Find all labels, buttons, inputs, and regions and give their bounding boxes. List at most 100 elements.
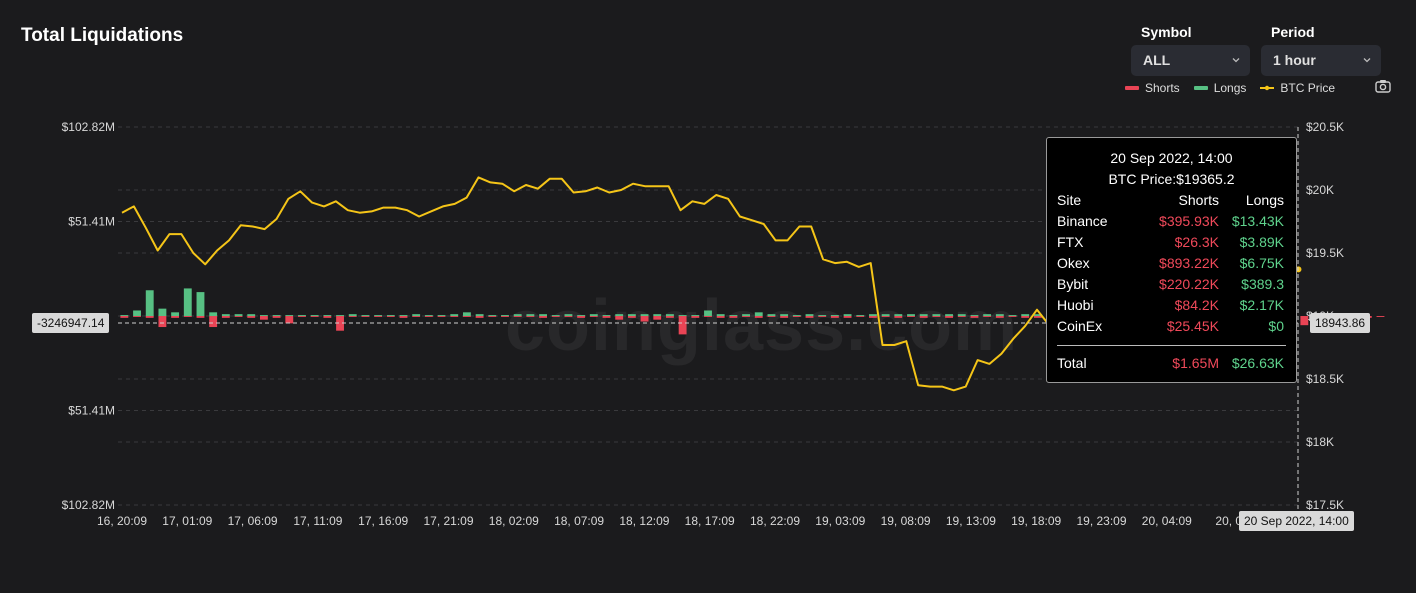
shorts-bar[interactable] bbox=[970, 316, 979, 318]
shorts-bar[interactable] bbox=[627, 316, 636, 318]
shorts-bar[interactable] bbox=[919, 316, 928, 318]
longs-bar[interactable] bbox=[627, 314, 636, 316]
longs-bar[interactable] bbox=[209, 312, 218, 316]
shorts-bar[interactable] bbox=[830, 316, 839, 318]
longs-bar[interactable] bbox=[983, 314, 992, 316]
shorts-bar[interactable] bbox=[564, 316, 573, 317]
longs-bar[interactable] bbox=[615, 314, 624, 316]
shorts-bar[interactable] bbox=[1021, 316, 1030, 318]
shorts-bar[interactable] bbox=[462, 316, 471, 317]
shorts-bar[interactable] bbox=[475, 316, 484, 318]
shorts-bar[interactable] bbox=[298, 316, 306, 317]
longs-bar[interactable] bbox=[133, 310, 141, 316]
shorts-bar[interactable] bbox=[640, 316, 649, 322]
longs-bar[interactable] bbox=[450, 314, 459, 316]
longs-bar[interactable] bbox=[247, 314, 256, 316]
longs-bar[interactable] bbox=[526, 314, 535, 316]
longs-bar[interactable] bbox=[780, 314, 789, 316]
shorts-bar[interactable] bbox=[729, 316, 738, 318]
longs-bar[interactable] bbox=[551, 315, 560, 316]
longs-bar[interactable] bbox=[336, 315, 344, 316]
legend-item-longs[interactable]: Longs bbox=[1193, 81, 1246, 95]
shorts-bar[interactable] bbox=[424, 316, 433, 317]
shorts-bar[interactable] bbox=[792, 316, 801, 317]
longs-bar[interactable] bbox=[653, 314, 662, 316]
shorts-bar[interactable] bbox=[754, 316, 763, 318]
longs-bar[interactable] bbox=[183, 288, 192, 316]
longs-bar[interactable] bbox=[767, 314, 776, 316]
shorts-bar[interactable] bbox=[1033, 316, 1042, 318]
longs-bar[interactable] bbox=[957, 314, 966, 316]
shorts-bar[interactable] bbox=[805, 316, 814, 318]
shorts-bar[interactable] bbox=[716, 316, 725, 318]
shorts-bar[interactable] bbox=[691, 316, 700, 318]
longs-bar[interactable] bbox=[907, 314, 915, 316]
longs-bar[interactable] bbox=[1008, 315, 1017, 316]
longs-bar[interactable] bbox=[310, 315, 319, 316]
shorts-bar[interactable] bbox=[653, 316, 662, 320]
shorts-bar[interactable] bbox=[539, 316, 547, 318]
longs-bar[interactable] bbox=[869, 314, 877, 316]
longs-bar[interactable] bbox=[818, 315, 827, 316]
longs-bar[interactable] bbox=[348, 314, 357, 316]
shorts-bar[interactable] bbox=[704, 316, 712, 317]
longs-bar[interactable] bbox=[792, 315, 801, 316]
shorts-bar[interactable] bbox=[310, 316, 319, 317]
longs-bar[interactable] bbox=[412, 314, 421, 316]
shorts-bar[interactable] bbox=[120, 316, 129, 318]
longs-bar[interactable] bbox=[298, 315, 306, 316]
longs-bar[interactable] bbox=[995, 314, 1004, 316]
longs-bar[interactable] bbox=[234, 314, 243, 316]
longs-bar[interactable] bbox=[945, 314, 954, 316]
longs-bar[interactable] bbox=[1021, 314, 1030, 316]
shorts-bar[interactable] bbox=[780, 316, 789, 318]
shorts-bar[interactable] bbox=[221, 316, 230, 318]
longs-bar[interactable] bbox=[564, 314, 573, 316]
longs-bar[interactable] bbox=[856, 315, 865, 316]
longs-bar[interactable] bbox=[805, 314, 814, 316]
legend-item-btc-price[interactable]: BTC Price bbox=[1260, 81, 1335, 95]
longs-bar[interactable] bbox=[437, 315, 446, 316]
shorts-bar[interactable] bbox=[843, 316, 852, 318]
shorts-bar[interactable] bbox=[336, 316, 344, 331]
shorts-bar[interactable] bbox=[412, 316, 421, 317]
longs-bar[interactable] bbox=[501, 315, 509, 316]
longs-bar[interactable] bbox=[843, 314, 852, 316]
shorts-bar[interactable] bbox=[196, 316, 205, 318]
shorts-bar[interactable] bbox=[995, 316, 1004, 318]
shorts-bar[interactable] bbox=[666, 316, 674, 318]
longs-bar[interactable] bbox=[488, 315, 497, 316]
longs-bar[interactable] bbox=[120, 315, 129, 316]
shorts-bar[interactable] bbox=[348, 316, 357, 317]
longs-bar[interactable] bbox=[970, 315, 979, 316]
shorts-bar[interactable] bbox=[323, 316, 332, 318]
longs-bar[interactable] bbox=[475, 314, 484, 316]
longs-bar[interactable] bbox=[285, 315, 294, 316]
longs-bar[interactable] bbox=[589, 314, 598, 316]
shorts-bar[interactable] bbox=[881, 316, 890, 317]
longs-bar[interactable] bbox=[577, 315, 586, 316]
shorts-bar[interactable] bbox=[450, 316, 459, 317]
shorts-bar[interactable] bbox=[437, 316, 446, 317]
longs-bar[interactable] bbox=[171, 312, 180, 316]
longs-bar[interactable] bbox=[742, 314, 750, 316]
shorts-bar[interactable] bbox=[488, 316, 497, 317]
shorts-bar[interactable] bbox=[742, 316, 750, 317]
shorts-bar[interactable] bbox=[145, 316, 154, 318]
shorts-bar[interactable] bbox=[1300, 316, 1309, 326]
shorts-bar[interactable] bbox=[894, 316, 903, 318]
longs-bar[interactable] bbox=[196, 292, 205, 316]
longs-bar[interactable] bbox=[221, 314, 230, 316]
longs-bar[interactable] bbox=[424, 315, 433, 316]
shorts-bar[interactable] bbox=[234, 316, 243, 317]
shorts-bar[interactable] bbox=[259, 316, 268, 320]
shorts-bar[interactable] bbox=[526, 316, 535, 317]
shorts-bar[interactable] bbox=[386, 316, 395, 317]
longs-bar[interactable] bbox=[1033, 314, 1042, 316]
shorts-bar[interactable] bbox=[183, 316, 192, 317]
shorts-bar[interactable] bbox=[856, 316, 865, 317]
shorts-bar[interactable] bbox=[247, 316, 256, 318]
shorts-bar[interactable] bbox=[615, 316, 624, 320]
longs-bar[interactable] bbox=[640, 314, 649, 316]
longs-bar[interactable] bbox=[361, 315, 370, 316]
